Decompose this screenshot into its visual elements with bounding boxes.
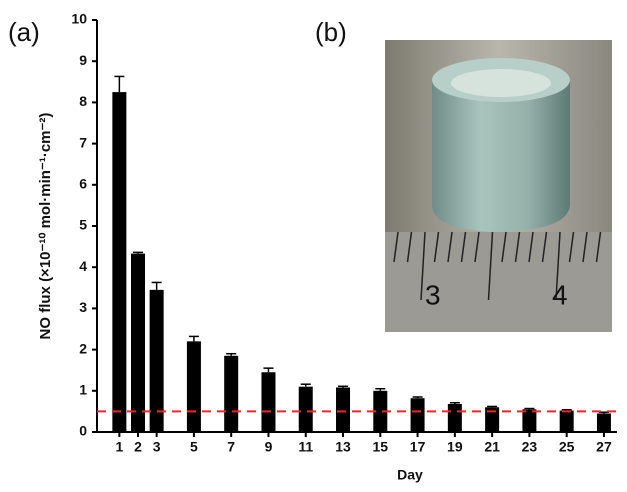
x-tick-label: 9 [265, 439, 273, 455]
bar [373, 390, 388, 432]
y-tick-label: 9 [79, 52, 87, 68]
bar [596, 413, 611, 432]
ruler-tick [487, 231, 494, 301]
x-tick-label: 19 [447, 439, 463, 455]
x-tick-label: 23 [522, 439, 538, 455]
ruler-tick [474, 231, 480, 263]
ruler-tick [528, 231, 534, 263]
bar [112, 92, 127, 432]
bar [149, 289, 164, 432]
bar [186, 341, 201, 432]
x-tick-label: 1 [115, 439, 123, 455]
panel-label: (a) [8, 17, 40, 47]
x-axis-label: Day [397, 467, 423, 483]
ruler-tick [447, 231, 453, 263]
y-tick-label: 10 [71, 11, 87, 27]
ruler-tick [420, 231, 426, 301]
y-tick-label: 4 [79, 258, 87, 274]
y-tick-label: 1 [79, 382, 87, 398]
ruler-tick [501, 231, 507, 263]
x-tick-label: 21 [484, 439, 500, 455]
ruler-tick [541, 231, 548, 263]
y-tick-label: 0 [79, 423, 87, 439]
bar [410, 398, 425, 432]
ruler-tick [433, 231, 440, 263]
bar [261, 372, 276, 432]
bar [336, 387, 351, 432]
y-tick-label: 2 [79, 340, 87, 356]
bar [298, 386, 313, 432]
y-tick-label: 6 [79, 176, 87, 192]
y-tick-label: 5 [79, 217, 87, 233]
panel-label: (b) [315, 17, 347, 47]
ruler-tick [582, 231, 588, 263]
ruler-tick [595, 231, 602, 263]
bar [559, 410, 574, 432]
ruler-tick [514, 231, 521, 263]
y-tick-label: 7 [79, 134, 87, 150]
ruler-label: 4 [552, 279, 568, 310]
x-tick-label: 17 [410, 439, 426, 455]
x-tick-label: 11 [298, 439, 313, 455]
x-tick-label: 25 [559, 439, 575, 455]
y-tick-label: 8 [79, 93, 87, 109]
x-tick-label: 13 [335, 439, 351, 455]
x-tick-label: 2 [134, 439, 142, 455]
x-tick-label: 5 [190, 439, 198, 455]
bar [485, 407, 500, 432]
inset-photo [385, 40, 612, 332]
bar [522, 409, 537, 432]
x-tick-label: 7 [227, 439, 235, 455]
x-tick-label: 3 [153, 439, 161, 455]
x-tick-label: 27 [596, 439, 612, 455]
bar [224, 355, 239, 432]
ruler-tick [568, 231, 575, 263]
ruler-tick [460, 231, 467, 263]
ruler-tick [406, 231, 413, 263]
x-tick-label: 15 [373, 439, 389, 455]
ruler-tick [555, 231, 561, 301]
y-axis-label: NO flux (×10⁻¹⁰ mol·min⁻¹·cm⁻²) [37, 113, 54, 340]
bar [131, 253, 146, 432]
y-tick-label: 3 [79, 299, 87, 315]
ruler-tick [393, 231, 399, 263]
bar [447, 403, 462, 432]
ruler-label: 3 [425, 279, 441, 310]
